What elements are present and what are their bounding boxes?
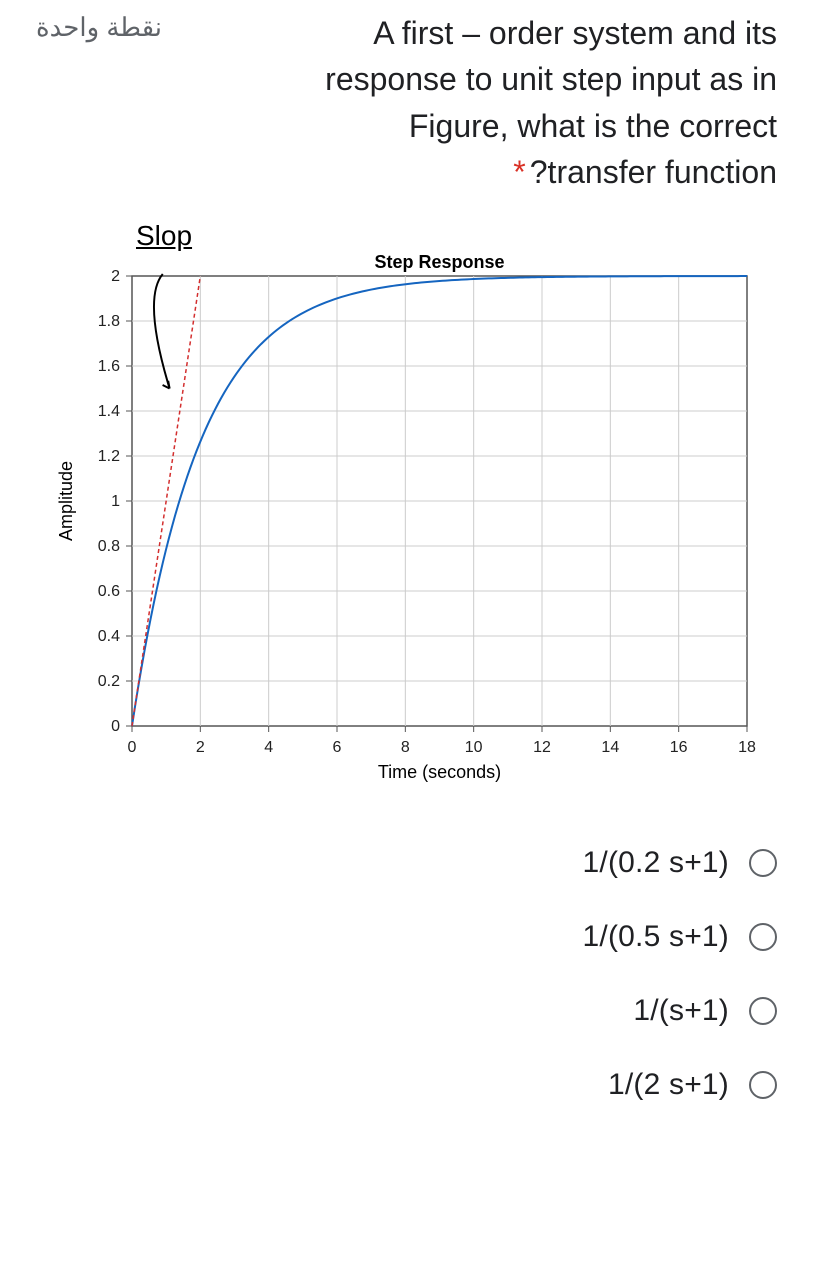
- option-2[interactable]: 1/(0.5 s+1): [583, 920, 777, 954]
- svg-text:Amplitude: Amplitude: [56, 461, 76, 541]
- option-1-label: 1/(0.2 s+1): [583, 846, 729, 880]
- required-star-icon: *: [513, 154, 525, 190]
- svg-text:1.2: 1.2: [97, 448, 119, 465]
- svg-text:2: 2: [195, 739, 204, 756]
- step-response-chart: Slop 02468101214161800.20.40.60.811.21.4…: [36, 246, 777, 786]
- option-4[interactable]: 1/(2 s+1): [608, 1068, 777, 1102]
- radio-icon: [749, 849, 777, 877]
- svg-text:0.8: 0.8: [97, 538, 119, 555]
- svg-text:0.6: 0.6: [97, 583, 119, 600]
- question-text: A first – order system and its response …: [325, 10, 777, 196]
- question-line-2: response to unit step input as in: [325, 56, 777, 102]
- svg-text:6: 6: [332, 739, 341, 756]
- svg-text:2: 2: [111, 268, 120, 285]
- svg-text:1.8: 1.8: [97, 313, 119, 330]
- question-line-4: *?transfer function: [325, 149, 777, 195]
- svg-text:16: 16: [669, 739, 687, 756]
- svg-text:10: 10: [464, 739, 482, 756]
- option-1[interactable]: 1/(0.2 s+1): [583, 846, 777, 880]
- svg-text:0.2: 0.2: [97, 673, 119, 690]
- svg-text:1.4: 1.4: [97, 403, 119, 420]
- radio-icon: [749, 923, 777, 951]
- svg-text:0: 0: [111, 718, 120, 735]
- svg-text:18: 18: [738, 739, 756, 756]
- svg-text:4: 4: [264, 739, 273, 756]
- svg-text:0.4: 0.4: [97, 628, 119, 645]
- svg-text:8: 8: [400, 739, 409, 756]
- svg-text:1: 1: [111, 493, 120, 510]
- svg-text:Time (seconds): Time (seconds): [377, 762, 500, 782]
- chart-svg: 0 2 4 6 8 10 12 14 16 18 0 0.2 0.4 0.6 0.8 1 1.2 1.4 1.6 1.…: [47, 246, 767, 786]
- quiz-question-page: نقطة واحدة A first – order system and it…: [0, 0, 813, 1280]
- option-4-label: 1/(2 s+1): [608, 1068, 729, 1102]
- svg-text:14: 14: [601, 739, 619, 756]
- option-2-label: 1/(0.5 s+1): [583, 920, 729, 954]
- answer-options: 1/(0.2 s+1) 1/(0.5 s+1) 1/(s+1) 1/(2 s+1…: [36, 846, 777, 1102]
- radio-icon: [749, 997, 777, 1025]
- slope-annotation-label: Slop: [136, 220, 192, 252]
- question-line-4-text: ?transfer function: [530, 154, 777, 190]
- svg-text:Step Response: Step Response: [374, 252, 504, 272]
- points-badge: نقطة واحدة: [36, 10, 162, 43]
- option-3[interactable]: 1/(s+1): [633, 994, 777, 1028]
- svg-text:0: 0: [127, 739, 136, 756]
- question-line-3: Figure, what is the correct: [325, 103, 777, 149]
- svg-text:12: 12: [533, 739, 551, 756]
- option-3-label: 1/(s+1): [633, 994, 729, 1028]
- svg-text:1.6: 1.6: [97, 358, 119, 375]
- radio-icon: [749, 1071, 777, 1099]
- question-line-1: A first – order system and its: [325, 10, 777, 56]
- question-header: نقطة واحدة A first – order system and it…: [36, 0, 777, 196]
